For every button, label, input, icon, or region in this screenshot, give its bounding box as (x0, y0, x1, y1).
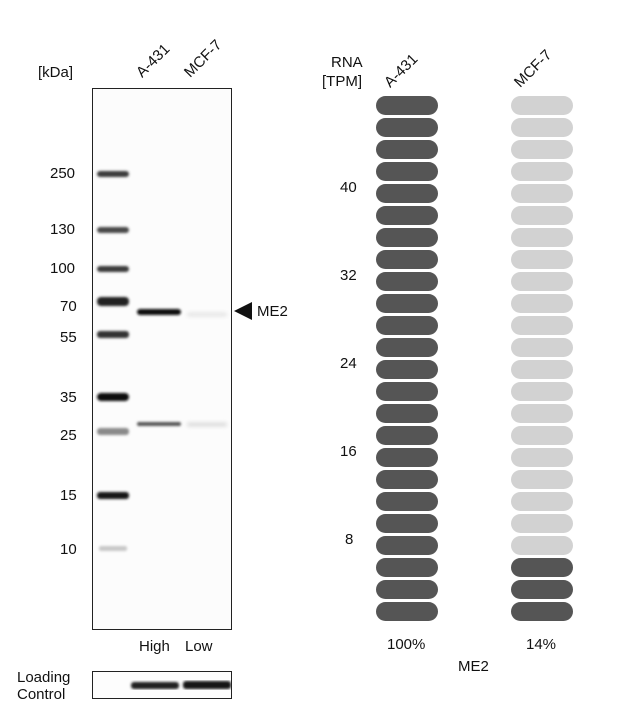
rna-pill (376, 250, 438, 269)
rna-percent-a431: 100% (387, 636, 426, 653)
rna-pill (511, 580, 573, 599)
rna-tick: 8 (345, 531, 354, 548)
rna-pill (376, 558, 438, 577)
rna-column-label-mcf7: MCF-7 (510, 46, 556, 91)
rna-pill (376, 426, 438, 445)
marker-label: 15 (60, 487, 77, 504)
rna-column-mcf7 (511, 96, 573, 626)
rna-pill (511, 228, 573, 247)
marker-label: 55 (60, 329, 77, 346)
ladder-band (99, 546, 127, 551)
rna-pill (376, 272, 438, 291)
rna-pill (511, 448, 573, 467)
rna-pill (511, 382, 573, 401)
marker-label: 250 (50, 165, 76, 182)
rna-pill (376, 382, 438, 401)
rna-pill (376, 294, 438, 313)
rna-axis-title-2: [TPM] (322, 73, 362, 90)
rna-tick: 32 (340, 267, 357, 284)
rna-pill (511, 250, 573, 269)
rna-pill (376, 118, 438, 137)
rna-pill (511, 118, 573, 137)
loading-control-label-1: Loading (17, 669, 71, 686)
marker-label: 25 (60, 427, 77, 444)
blot-panel (92, 88, 232, 630)
ladder-band (97, 428, 129, 435)
rna-tick: 40 (340, 179, 357, 196)
rna-pill (376, 470, 438, 489)
rna-pill (376, 140, 438, 159)
rna-pill (376, 492, 438, 511)
target-arrow-icon (234, 302, 252, 320)
lane-label-a431: A-431 (132, 40, 174, 81)
rna-gene-label: ME2 (458, 658, 489, 675)
ladder-band (97, 297, 129, 306)
rna-pill (511, 316, 573, 335)
marker-label: 130 (50, 221, 76, 238)
marker-label: 100 (50, 260, 76, 277)
rna-pill (376, 338, 438, 357)
ladder-band (97, 266, 129, 272)
ladder-band (97, 393, 129, 401)
ladder-band (97, 331, 129, 338)
marker-label: 70 (60, 298, 77, 315)
rna-column-label-a431: A-431 (380, 50, 422, 91)
me2-band-mcf7 (187, 313, 227, 316)
rna-pill (376, 206, 438, 225)
rna-pill (511, 162, 573, 181)
rna-pill (511, 536, 573, 555)
rna-pill (511, 338, 573, 357)
rna-pill (511, 492, 573, 511)
marker-label: 35 (60, 389, 77, 406)
blot-image (97, 171, 227, 551)
loading-control-label-2: Control (17, 686, 66, 703)
rna-pill (511, 206, 573, 225)
ladder-band (97, 227, 129, 233)
rna-pill (511, 96, 573, 115)
loading-band-a431 (131, 682, 179, 689)
rna-percent-mcf7: 14% (526, 636, 557, 653)
rna-pill (511, 360, 573, 379)
ladder-band (97, 171, 129, 177)
rna-pill (511, 294, 573, 313)
rna-pill (511, 140, 573, 159)
rna-pill (511, 426, 573, 445)
rna-pill (511, 558, 573, 577)
rna-pill (376, 184, 438, 203)
rna-pill (376, 404, 438, 423)
rna-tick: 16 (340, 443, 357, 460)
rna-pill (511, 184, 573, 203)
rna-pill (511, 404, 573, 423)
rna-axis-title-1: RNA (331, 54, 363, 71)
rna-tick: 24 (340, 355, 357, 372)
rna-pill (511, 272, 573, 291)
rna-column-a431 (376, 96, 438, 626)
ladder-band (97, 492, 129, 499)
rna-pill (376, 228, 438, 247)
rna-pill (376, 162, 438, 181)
level-label-low: Low (185, 638, 213, 655)
target-label: ME2 (257, 303, 288, 320)
rna-pill (376, 602, 438, 621)
rna-pill (511, 514, 573, 533)
marker-label: 10 (60, 541, 77, 558)
rna-pill (376, 536, 438, 555)
loading-control-image (131, 681, 231, 689)
loading-control-panel (92, 671, 232, 699)
rna-pill (376, 580, 438, 599)
rna-pill (376, 448, 438, 467)
rna-pill (511, 470, 573, 489)
rna-pill (511, 602, 573, 621)
lane-label-mcf7: MCF-7 (180, 36, 226, 81)
rna-pill (376, 360, 438, 379)
rna-pill (376, 316, 438, 335)
band-mcf7-lower (187, 423, 227, 426)
kda-unit-label: [kDa] (38, 64, 74, 81)
rna-pill (376, 96, 438, 115)
rna-pill (376, 514, 438, 533)
loading-band-mcf7 (183, 681, 231, 689)
me2-band-a431 (137, 309, 181, 315)
band-a431-lower (137, 422, 181, 426)
level-label-high: High (139, 638, 170, 655)
